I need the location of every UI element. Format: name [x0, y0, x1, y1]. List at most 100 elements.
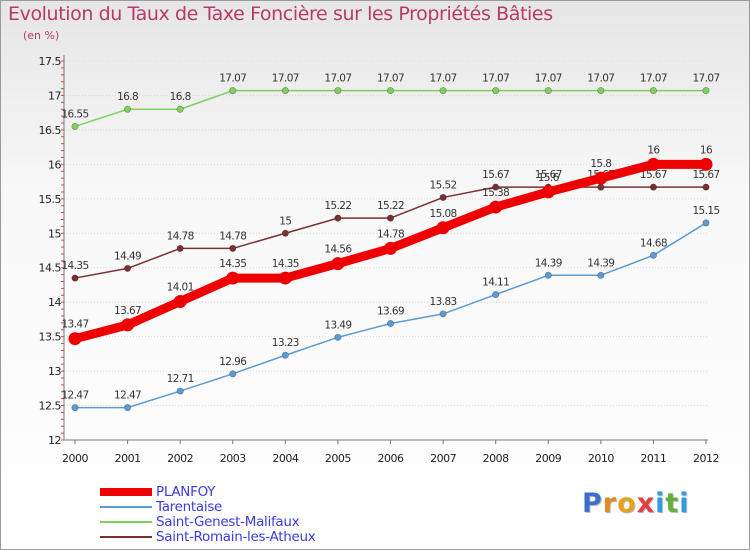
data-label-planfoy-2011: 16 — [647, 144, 660, 156]
point-saint-genest-malifaux-2004 — [281, 87, 289, 95]
data-label-saint-genest-malifaux-2003: 17.07 — [219, 73, 246, 85]
point-saint-romain-les-atheux-2003 — [229, 244, 237, 252]
point-planfoy-2008 — [489, 200, 503, 214]
data-label-saint-romain-les-atheux-2007: 15.52 — [430, 179, 457, 191]
point-planfoy-2005 — [331, 257, 345, 271]
data-label-saint-romain-les-atheux-2002: 14.78 — [167, 230, 194, 242]
point-tarentaise-2000 — [71, 404, 79, 412]
x-tick-label-2004: 2004 — [272, 452, 298, 465]
series-saint-genest-malifaux: 16.55 16.8 16.8 17.07 17.07 17.07 17.07 17.07 17… — [61, 73, 720, 130]
legend-label-saint-genest-malifaux: Saint-Genest-Malifaux — [156, 514, 300, 530]
point-tarentaise-2008 — [492, 291, 500, 299]
point-saint-genest-malifaux-2006 — [386, 87, 394, 95]
point-saint-romain-les-atheux-2011 — [649, 183, 657, 191]
legend-label-saint-romain-les-atheux: Saint-Romain-les-Atheux — [156, 529, 316, 545]
y-tick-label-14: 14 — [48, 296, 61, 309]
data-label-tarentaise-2003: 12.96 — [219, 356, 247, 368]
y-tick-label-16: 16 — [48, 158, 61, 171]
proxiti-logo: Proxiti — [582, 488, 690, 519]
logo-letter: P — [582, 488, 603, 519]
series-tarentaise: 12.47 12.47 12.71 12.96 13.23 13.49 13.69 13.83… — [61, 205, 720, 412]
data-label-tarentaise-2011: 14.68 — [640, 237, 667, 249]
data-label-saint-genest-malifaux-2002: 16.8 — [170, 91, 191, 103]
data-label-saint-genest-malifaux-2012: 17.07 — [692, 73, 719, 85]
y-tick-label-13: 13 — [48, 365, 61, 378]
legend-label-tarentaise: Tarentaise — [156, 499, 223, 515]
point-saint-genest-malifaux-2012 — [702, 87, 710, 95]
point-saint-romain-les-atheux-2005 — [334, 214, 342, 222]
data-label-saint-genest-malifaux-2001: 16.8 — [117, 91, 138, 103]
point-saint-romain-les-atheux-2008 — [492, 183, 500, 191]
x-tick-label-2008: 2008 — [483, 452, 509, 465]
data-label-tarentaise-2007: 13.83 — [430, 296, 457, 308]
x-tick-label-2011: 2011 — [640, 452, 666, 465]
data-label-tarentaise-2008: 14.11 — [482, 277, 509, 289]
x-tick-label-2001: 2001 — [115, 452, 141, 465]
legend-label-planfoy: PLANFOY — [156, 484, 216, 500]
series-saint-romain-les-atheux: 14.35 14.49 14.78 14.78 15 15.22 15.22 15.52 15.… — [61, 169, 720, 282]
data-label-planfoy-2001: 13.67 — [114, 305, 141, 317]
point-saint-romain-les-atheux-2006 — [386, 214, 394, 222]
point-saint-genest-malifaux-2009 — [544, 87, 552, 95]
legend-swatch-saint-romain-les-atheux — [100, 536, 152, 538]
data-label-saint-romain-les-atheux-2000: 14.35 — [61, 260, 88, 272]
point-tarentaise-2012 — [702, 219, 710, 227]
point-saint-genest-malifaux-2005 — [334, 87, 342, 95]
point-saint-romain-les-atheux-2000 — [71, 274, 79, 282]
data-label-saint-romain-les-atheux-2001: 14.49 — [114, 250, 141, 262]
point-planfoy-2010 — [594, 171, 608, 185]
point-saint-genest-malifaux-2000 — [71, 122, 79, 130]
data-label-saint-romain-les-atheux-2003: 14.78 — [219, 230, 246, 242]
point-tarentaise-2007 — [439, 310, 447, 318]
point-planfoy-2003 — [226, 271, 240, 285]
x-tick-label-2012: 2012 — [693, 452, 719, 465]
data-label-planfoy-2007: 15.08 — [430, 208, 457, 220]
point-tarentaise-2001 — [124, 404, 132, 412]
logo-letter: i — [655, 488, 666, 519]
data-label-tarentaise-2012: 15.15 — [692, 205, 719, 217]
y-tick-label-13.5: 13.5 — [39, 331, 62, 344]
logo-letter: t — [665, 488, 680, 519]
legend-swatch-tarentaise — [100, 506, 152, 508]
data-label-planfoy-2003: 14.35 — [219, 258, 246, 270]
point-planfoy-2006 — [384, 241, 397, 255]
data-label-tarentaise-2009: 14.39 — [535, 257, 562, 269]
data-label-saint-genest-malifaux-2005: 17.07 — [324, 73, 351, 85]
data-label-saint-romain-les-atheux-2008: 15.67 — [482, 169, 509, 181]
y-tick-label-16.5: 16.5 — [39, 124, 62, 137]
point-planfoy-2001 — [121, 318, 135, 332]
y-tick-label-14.5: 14.5 — [39, 262, 62, 275]
y-tick-label-17: 17 — [48, 89, 61, 102]
logo-letter: i — [679, 488, 690, 519]
point-saint-romain-les-atheux-2002 — [176, 244, 184, 252]
point-tarentaise-2005 — [334, 333, 342, 341]
legend-swatch-planfoy — [100, 488, 152, 496]
data-label-tarentaise-2005: 13.49 — [324, 319, 351, 331]
point-tarentaise-2010 — [597, 271, 605, 279]
data-label-tarentaise-2010: 14.39 — [587, 257, 614, 269]
x-tick-label-2005: 2005 — [325, 452, 351, 465]
data-label-tarentaise-2001: 12.47 — [114, 390, 141, 402]
x-tick-label-2006: 2006 — [378, 452, 404, 465]
point-saint-genest-malifaux-2010 — [597, 87, 605, 95]
data-label-planfoy-2004: 14.35 — [272, 258, 299, 270]
data-label-planfoy-2002: 14.01 — [167, 281, 194, 293]
point-saint-genest-malifaux-2008 — [492, 87, 500, 95]
data-label-saint-genest-malifaux-2000: 16.55 — [61, 108, 88, 120]
data-label-saint-romain-les-atheux-2009: 15.67 — [535, 169, 562, 181]
point-planfoy-2009 — [541, 185, 555, 199]
data-label-planfoy-2008: 15.38 — [482, 187, 509, 199]
data-label-saint-romain-les-atheux-2011: 15.67 — [640, 169, 667, 181]
point-saint-genest-malifaux-2002 — [176, 105, 184, 113]
legend-swatch-saint-genest-malifaux — [100, 521, 152, 523]
data-label-saint-romain-les-atheux-2005: 15.22 — [324, 200, 351, 212]
y-axis-unit: (en %) — [23, 29, 60, 42]
logo-letter: r — [602, 488, 618, 519]
x-tick-label-2007: 2007 — [430, 452, 456, 465]
point-tarentaise-2006 — [386, 320, 394, 328]
data-label-planfoy-2006: 14.78 — [377, 228, 404, 240]
y-tick-label-12.5: 12.5 — [39, 400, 62, 413]
data-label-planfoy-2005: 14.56 — [324, 244, 352, 256]
point-tarentaise-2011 — [649, 251, 657, 259]
